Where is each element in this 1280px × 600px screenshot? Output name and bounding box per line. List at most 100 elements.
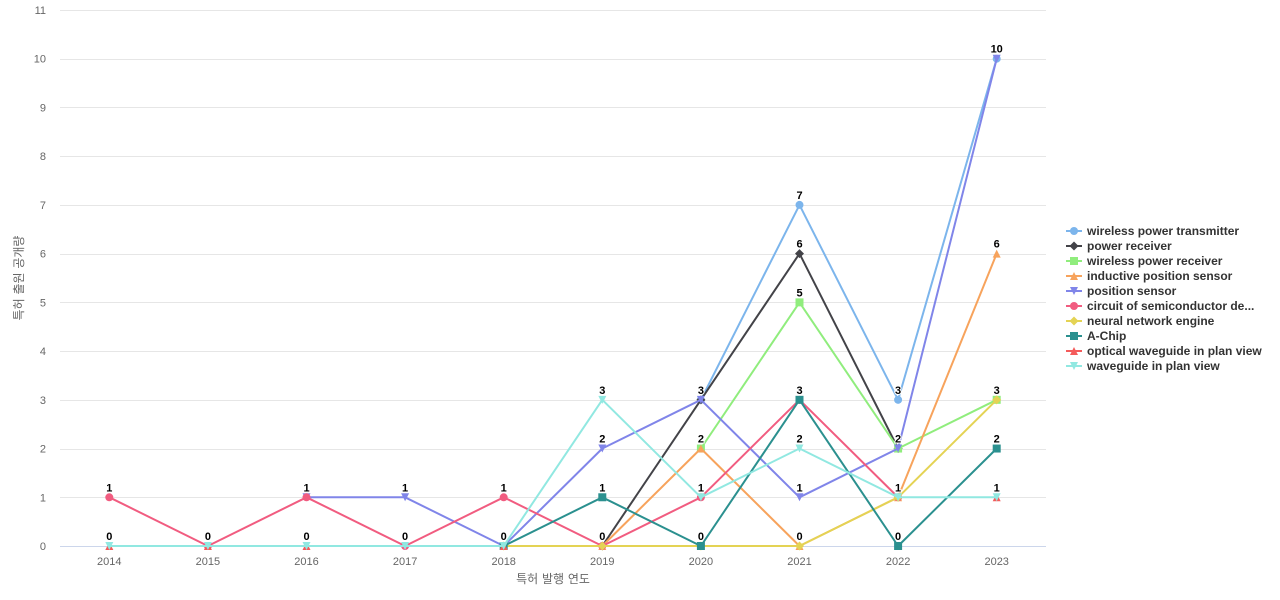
data-label: 1 xyxy=(303,482,309,494)
legend-symbol xyxy=(1070,362,1078,370)
data-point[interactable] xyxy=(401,542,410,550)
data-label: 3 xyxy=(994,385,1000,397)
series-line xyxy=(699,301,998,450)
data-point[interactable] xyxy=(795,493,804,502)
legend-item[interactable]: wireless power receiver xyxy=(1066,254,1223,268)
legend-item[interactable]: power receiver xyxy=(1066,239,1172,253)
series-9[interactable] xyxy=(105,395,1001,550)
data-point[interactable] xyxy=(105,493,114,502)
y-axis-title: 특허 출원 공개량 xyxy=(12,236,26,321)
data-label: 0 xyxy=(402,531,408,543)
data-label: 3 xyxy=(599,385,605,397)
series-5[interactable] xyxy=(105,395,903,550)
data-point[interactable] xyxy=(598,444,607,453)
x-tick-label: 2015 xyxy=(196,556,220,568)
legend-symbol xyxy=(1070,302,1078,310)
data-point[interactable] xyxy=(401,493,410,502)
data-point[interactable] xyxy=(105,542,114,550)
y-tick-label: 6 xyxy=(40,249,46,261)
legend-label: optical waveguide in plan view xyxy=(1087,344,1262,358)
legend-symbol xyxy=(1070,347,1078,355)
legend-item[interactable]: inductive position sensor xyxy=(1066,269,1233,283)
data-point[interactable] xyxy=(696,493,705,502)
x-tick-label: 2016 xyxy=(294,556,318,568)
y-tick-label: 8 xyxy=(40,151,46,163)
data-label: 3 xyxy=(698,385,704,397)
data-label: 10 xyxy=(991,44,1003,56)
legend-item[interactable]: neural network engine xyxy=(1066,314,1215,328)
legend-label: wireless power receiver xyxy=(1086,254,1223,268)
data-point[interactable] xyxy=(894,444,903,453)
data-point[interactable] xyxy=(992,444,1001,453)
legend-symbol xyxy=(1070,287,1078,295)
series-line xyxy=(502,398,998,547)
data-point[interactable] xyxy=(992,395,1002,405)
data-point[interactable] xyxy=(302,542,311,550)
legend-symbol xyxy=(1070,227,1078,235)
y-tick-label: 10 xyxy=(34,54,46,66)
data-point[interactable] xyxy=(894,542,903,550)
data-label: 0 xyxy=(106,531,112,543)
legend-symbol xyxy=(1070,332,1078,340)
data-label: 5 xyxy=(796,287,802,299)
data-label: 2 xyxy=(895,434,901,446)
data-point[interactable] xyxy=(203,542,212,550)
legend-label: A-Chip xyxy=(1087,329,1126,343)
data-label: 7 xyxy=(796,190,802,202)
data-point[interactable] xyxy=(597,541,607,551)
legend-label: wireless power transmitter xyxy=(1086,224,1239,238)
data-point[interactable] xyxy=(598,493,607,502)
legend-item[interactable]: wireless power transmitter xyxy=(1066,224,1239,238)
data-point[interactable] xyxy=(894,493,903,502)
y-tick-label: 11 xyxy=(35,5,46,17)
legend-item[interactable]: position sensor xyxy=(1066,284,1177,298)
data-label: 1 xyxy=(501,482,507,494)
x-axis-ticks: 2014 2015 2016 2017 2018 2019 2020 2021 2022 2023 xyxy=(97,556,1009,568)
data-point[interactable] xyxy=(598,395,607,404)
data-label: 0 xyxy=(303,531,309,543)
data-point[interactable] xyxy=(795,200,804,209)
legend-symbol xyxy=(1070,257,1078,265)
legend-item[interactable]: waveguide in plan view xyxy=(1066,359,1220,373)
data-point[interactable] xyxy=(795,444,804,453)
data-label: 1 xyxy=(402,482,408,494)
legend-label: waveguide in plan view xyxy=(1086,359,1220,373)
data-label: 0 xyxy=(698,531,704,543)
legend-item[interactable]: optical waveguide in plan view xyxy=(1066,344,1262,358)
x-tick-label: 2017 xyxy=(393,556,417,568)
data-point[interactable] xyxy=(795,249,804,259)
data-point[interactable] xyxy=(795,541,804,551)
data-label: 3 xyxy=(796,385,802,397)
data-point[interactable] xyxy=(499,493,508,502)
data-point[interactable] xyxy=(992,54,1001,63)
x-tick-label: 2020 xyxy=(689,556,713,568)
data-label: 0 xyxy=(501,531,507,543)
data-point[interactable] xyxy=(302,493,311,502)
data-point[interactable] xyxy=(499,542,508,550)
data-point[interactable] xyxy=(696,542,705,550)
data-point[interactable] xyxy=(992,249,1001,258)
data-label: 2 xyxy=(994,434,1000,446)
data-label: 2 xyxy=(599,434,605,446)
data-point[interactable] xyxy=(795,395,804,404)
data-label: 2 xyxy=(698,434,704,446)
data-point[interactable] xyxy=(795,298,804,307)
series-line xyxy=(305,57,998,547)
legend-label: neural network engine xyxy=(1087,314,1215,328)
data-point[interactable] xyxy=(696,395,705,404)
series-group xyxy=(105,54,1002,551)
data-point[interactable] xyxy=(992,493,1001,502)
data-label: 6 xyxy=(796,239,802,251)
y-tick-label: 5 xyxy=(40,297,46,309)
y-tick-label: 4 xyxy=(40,346,46,358)
legend-item[interactable]: circuit of semiconductor de... xyxy=(1066,299,1254,313)
data-point[interactable] xyxy=(894,395,903,404)
data-label: 1 xyxy=(599,482,605,494)
series-2[interactable] xyxy=(696,298,1001,453)
data-label: 0 xyxy=(796,531,802,543)
x-tick-label: 2014 xyxy=(97,556,121,568)
legend-item[interactable]: A-Chip xyxy=(1066,329,1126,343)
data-point[interactable] xyxy=(696,444,705,453)
y-tick-label: 3 xyxy=(40,395,46,407)
